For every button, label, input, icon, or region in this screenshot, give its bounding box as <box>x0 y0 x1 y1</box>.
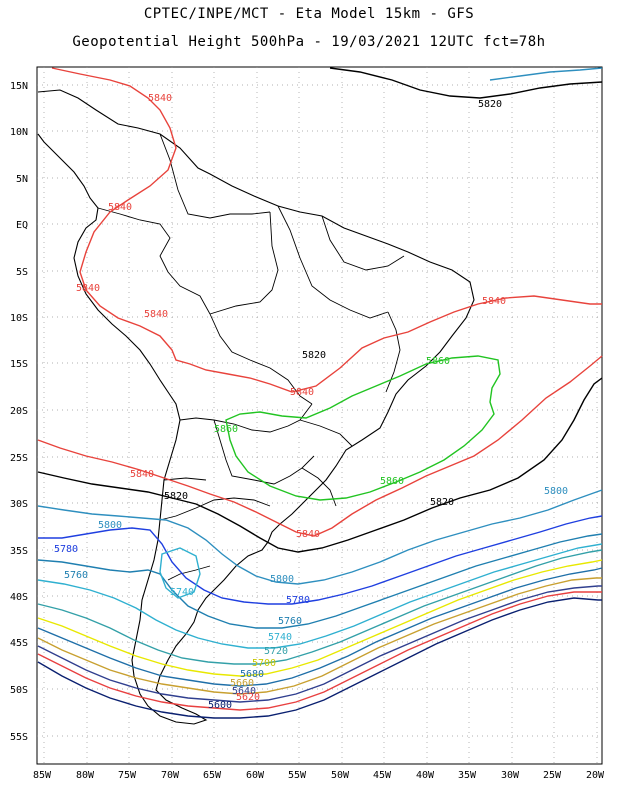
contour-label: 5640 <box>232 686 256 697</box>
contour-label: 5760 <box>278 616 302 627</box>
lon-label: 30W <box>501 770 520 781</box>
contour-5860 <box>225 355 501 501</box>
contour-5820 <box>37 377 603 553</box>
lat-label: 5N <box>16 174 28 185</box>
country-borders <box>97 133 405 581</box>
contour-label: 5780 <box>286 595 310 606</box>
contour-label: 5820 <box>302 350 326 361</box>
contour-label: 5840 <box>290 387 314 398</box>
contour-label: 5860 <box>380 476 404 487</box>
contour-5640 <box>37 585 602 703</box>
lon-label: 55W <box>288 770 307 781</box>
contour-label: 5720 <box>264 646 288 657</box>
contour-label: 5740 <box>170 587 194 598</box>
contour-label: 5860 <box>214 424 238 435</box>
contour-label: 5860 <box>426 356 450 367</box>
contour-label: 5820 <box>478 99 502 110</box>
contour-label: 5760 <box>64 570 88 581</box>
lon-label: 70W <box>161 770 180 781</box>
contour-label: 5840 <box>144 309 168 320</box>
contour-label: 5840 <box>130 469 154 480</box>
lat-label: 50S <box>10 685 28 696</box>
contour-5720 <box>37 549 603 665</box>
contour-5760 <box>37 533 603 629</box>
contour-label: 5820 <box>164 491 188 502</box>
lon-label: 20W <box>586 770 605 781</box>
lon-label: 25W <box>543 770 562 781</box>
contour-5820-top <box>329 67 603 99</box>
lat-label: 35S <box>10 546 28 557</box>
contour-label: 5780 <box>54 544 78 555</box>
contour-5840-south <box>37 355 603 537</box>
lat-label: 20S <box>10 406 28 417</box>
contour-5600 <box>37 597 602 719</box>
lon-label: 60W <box>246 770 265 781</box>
lat-label: 40S <box>10 592 28 603</box>
map-title: CPTEC/INPE/MCT - Eta Model 15km - GFS <box>143 6 475 22</box>
map-frame <box>36 66 603 765</box>
map-subtitle: Geopotential Height 500hPa - 19/03/2021 … <box>72 34 546 50</box>
contour-label: 5600 <box>208 700 232 711</box>
contour-5740-low <box>159 547 201 599</box>
lon-tick-labels: 85W 80W 75W 70W 65W 60W 55W 50W 45W 40W … <box>33 770 605 781</box>
lon-label: 50W <box>331 770 350 781</box>
contour-label: 5800 <box>270 574 294 585</box>
lat-label: 25S <box>10 453 28 464</box>
lat-label: 5S <box>16 267 28 278</box>
lon-label: 65W <box>203 770 222 781</box>
lat-tick-labels: 15N 10N 5N EQ 5S 10S 15S 20S 25S 30S 35S… <box>10 81 28 743</box>
contour-lines <box>37 67 603 719</box>
contour-label: 5700 <box>252 658 276 669</box>
contour-label: 5680 <box>240 669 264 680</box>
lat-label: 55S <box>10 732 28 743</box>
lat-label: 15S <box>10 359 28 370</box>
contour-label: 5660 <box>230 678 254 689</box>
contour-5800-top <box>489 67 603 81</box>
lon-label: 80W <box>76 770 95 781</box>
contour-label: 5840 <box>108 202 132 213</box>
lon-label: 75W <box>118 770 137 781</box>
contour-5800 <box>37 489 603 585</box>
contour-label: 5840 <box>296 529 320 540</box>
lat-label: 15N <box>10 81 28 92</box>
contour-label: 5800 <box>98 520 122 531</box>
lon-label: 40W <box>416 770 435 781</box>
lon-label: 85W <box>33 770 52 781</box>
contour-label: 5800 <box>544 486 568 497</box>
contour-5840-north <box>51 67 602 393</box>
contour-5680 <box>37 567 603 687</box>
contour-label: 5840 <box>148 93 172 104</box>
lat-label: 30S <box>10 499 28 510</box>
contour-5620 <box>37 591 602 711</box>
contour-label: 5840 <box>482 296 506 307</box>
lon-label: 35W <box>458 770 477 781</box>
contour-5700 <box>37 559 603 677</box>
lat-label: 10N <box>10 127 28 138</box>
lat-label: 45S <box>10 638 28 649</box>
lat-label: EQ <box>16 220 28 231</box>
lat-label: 10S <box>10 313 28 324</box>
lon-label: 45W <box>373 770 392 781</box>
contour-label: 5740 <box>268 632 292 643</box>
contour-5740 <box>37 543 603 649</box>
contour-label: 5820 <box>430 497 454 508</box>
contour-5660 <box>37 577 602 695</box>
contour-label: 5620 <box>236 692 260 703</box>
contour-label: 5840 <box>76 283 100 294</box>
contour-labels: 5840 5840 5840 5840 5840 5840 5840 5840 … <box>54 93 568 711</box>
contour-5780 <box>38 515 603 605</box>
